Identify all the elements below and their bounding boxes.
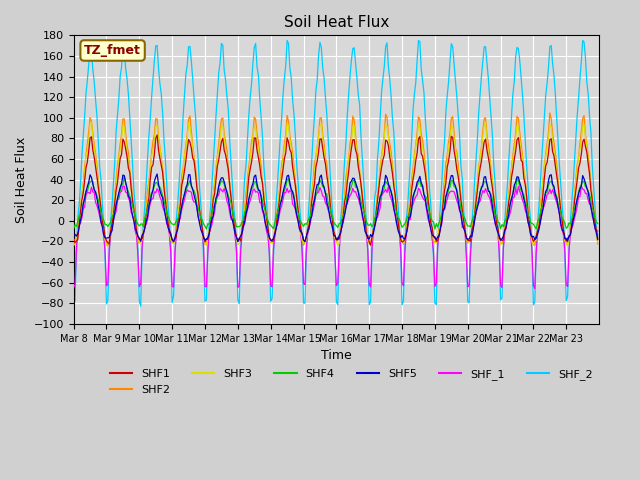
Line: SHF3: SHF3 [74, 122, 598, 246]
SHF2 [593, 231, 600, 237]
SHF4 [104, 224, 112, 229]
SHF3 [564, 243, 572, 249]
Line: SHF5: SHF5 [74, 174, 598, 241]
SHF3 [594, 239, 602, 245]
SHF_2 [104, 298, 112, 303]
SHF4 [70, 226, 77, 231]
SHF5 [446, 177, 454, 183]
X-axis label: Time: Time [321, 349, 352, 362]
SHF4 [594, 221, 602, 227]
Title: Soil Heat Flux: Soil Heat Flux [284, 15, 389, 30]
SHF4 [88, 178, 95, 184]
SHF3 [523, 196, 531, 202]
SHF5 [524, 218, 532, 224]
SHF5 [342, 204, 350, 210]
SHF_1 [531, 286, 539, 291]
SHF2 [88, 118, 95, 124]
SHF2 [523, 192, 531, 198]
SHF1 [594, 235, 602, 240]
Line: SHF4: SHF4 [74, 176, 598, 229]
SHF5 [104, 235, 112, 240]
Text: TZ_fmet: TZ_fmet [84, 44, 141, 57]
SHF_2 [342, 139, 350, 144]
Line: SHF2: SHF2 [74, 113, 598, 246]
Line: SHF_2: SHF_2 [74, 40, 598, 306]
SHF1 [104, 240, 112, 246]
SHF_2 [88, 48, 95, 54]
SHF_1 [594, 228, 602, 234]
SHF1 [593, 228, 600, 233]
SHF2 [594, 241, 602, 247]
SHF_2 [137, 303, 145, 309]
SHF5 [234, 239, 242, 244]
SHF5 [88, 174, 95, 180]
SHF2 [340, 194, 348, 200]
SHF4 [431, 226, 439, 232]
SHF3 [70, 241, 77, 247]
SHF_2 [284, 37, 291, 43]
Legend: SHF1, SHF2, SHF3, SHF4, SHF5, SHF_1, SHF_2: SHF1, SHF2, SHF3, SHF4, SHF5, SHF_1, SHF… [106, 365, 597, 399]
SHF_1 [523, 211, 531, 217]
SHF_1 [445, 192, 452, 197]
SHF_1 [340, 212, 348, 217]
SHF3 [88, 120, 95, 125]
SHF3 [339, 208, 347, 214]
SHF4 [120, 173, 128, 179]
SHF4 [340, 210, 348, 216]
SHF1 [446, 149, 454, 155]
SHF2 [70, 241, 77, 247]
SHF4 [446, 184, 454, 190]
SHF1 [88, 134, 95, 140]
SHF3 [482, 119, 490, 125]
SHF_2 [593, 225, 600, 231]
SHF5 [70, 233, 77, 239]
SHF1 [524, 210, 532, 216]
SHF1 [340, 199, 348, 205]
SHF2 [104, 243, 112, 249]
SHF2 [106, 239, 113, 244]
Line: SHF1: SHF1 [74, 135, 598, 245]
SHF2 [546, 110, 554, 116]
SHF5 [154, 171, 161, 177]
SHF_2 [594, 231, 602, 237]
SHF_1 [88, 184, 95, 190]
SHF4 [524, 212, 532, 217]
SHF_2 [70, 298, 77, 304]
SHF2 [445, 139, 452, 145]
SHF1 [154, 132, 161, 138]
SHF3 [444, 159, 451, 165]
SHF5 [594, 237, 602, 242]
SHF_1 [104, 281, 112, 287]
SHF3 [593, 230, 600, 236]
Y-axis label: Soil Heat Flux: Soil Heat Flux [15, 136, 28, 223]
SHF_2 [524, 181, 532, 187]
SHF_1 [593, 229, 600, 235]
SHF_1 [70, 285, 77, 290]
Line: SHF_1: SHF_1 [74, 186, 598, 288]
SHF1 [70, 237, 77, 242]
SHF3 [104, 240, 112, 246]
SHF5 [593, 230, 600, 236]
SHF_2 [446, 59, 454, 65]
SHF_1 [119, 183, 127, 189]
SHF4 [593, 219, 600, 225]
SHF1 [367, 242, 374, 248]
